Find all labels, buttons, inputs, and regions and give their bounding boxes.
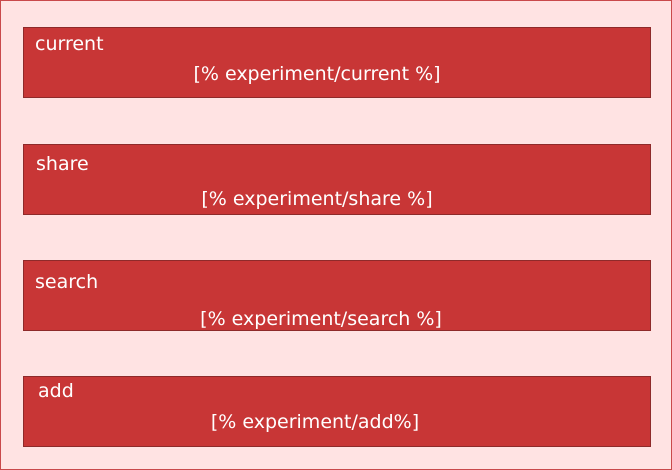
current-block-template: [% experiment/current %] xyxy=(193,63,441,85)
current-block-title: current xyxy=(35,33,104,55)
share-block: share [% experiment/share %] xyxy=(23,144,651,215)
add-block: add [% experiment/add%] xyxy=(23,376,651,447)
current-block: current [% experiment/current %] xyxy=(23,27,651,98)
add-block-title: add xyxy=(38,380,74,402)
search-block: search [% experiment/search %] xyxy=(23,260,651,331)
search-block-template: [% experiment/search %] xyxy=(200,308,442,330)
add-block-template: [% experiment/add%] xyxy=(210,411,420,433)
search-block-title: search xyxy=(35,271,99,293)
share-block-title: share xyxy=(36,153,89,175)
share-block-template: [% experiment/share %] xyxy=(201,188,433,210)
